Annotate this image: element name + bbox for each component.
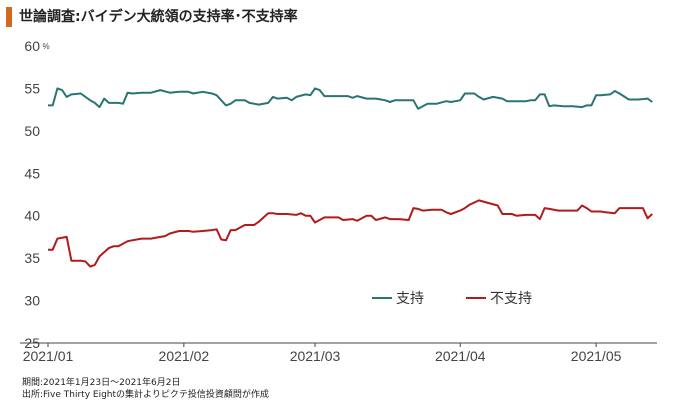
x-tick-label: 2021/04 xyxy=(435,348,486,364)
x-axis: 2021/01 2021/02 2021/03 2021/04 2021/05 xyxy=(20,342,657,364)
x-tick-label: 2021/02 xyxy=(159,348,210,364)
title-area: 世論調査:バイデン大統領の支持率･不支持率 xyxy=(0,5,680,29)
series-layer xyxy=(48,87,653,268)
y-tick-label: 35 xyxy=(24,250,40,266)
title-accent-bar xyxy=(6,7,12,27)
chart-title: 世論調査:バイデン大統領の支持率･不支持率 xyxy=(19,9,298,25)
x-tick-label: 2021/05 xyxy=(571,348,622,364)
y-tick-label: 50 xyxy=(24,123,40,139)
y-tick-label: 30 xyxy=(24,293,40,309)
series-line-disapprove xyxy=(48,199,653,268)
legend-label: 支持 xyxy=(396,291,424,307)
y-tick-label: 45 xyxy=(24,165,40,181)
footer-period: 期間:2021年1月23日～2021年6月2日 xyxy=(22,378,181,388)
legend: 支持 不支持 xyxy=(372,291,532,307)
x-tick-label: 2021/03 xyxy=(290,348,341,364)
y-tick-label: 40 xyxy=(24,208,40,224)
x-tick-label: 2021/01 xyxy=(23,348,74,364)
footer-source: 出所:Five Thirty Eightの集計よりピクテ投信投資顧問が作成 xyxy=(22,390,269,400)
legend-label: 不支持 xyxy=(490,291,532,307)
series-line-approve xyxy=(48,87,653,110)
y-tick-label: 55 xyxy=(24,80,40,96)
y-unit-label: % xyxy=(42,42,49,51)
y-tick-label: 60 xyxy=(24,38,40,54)
